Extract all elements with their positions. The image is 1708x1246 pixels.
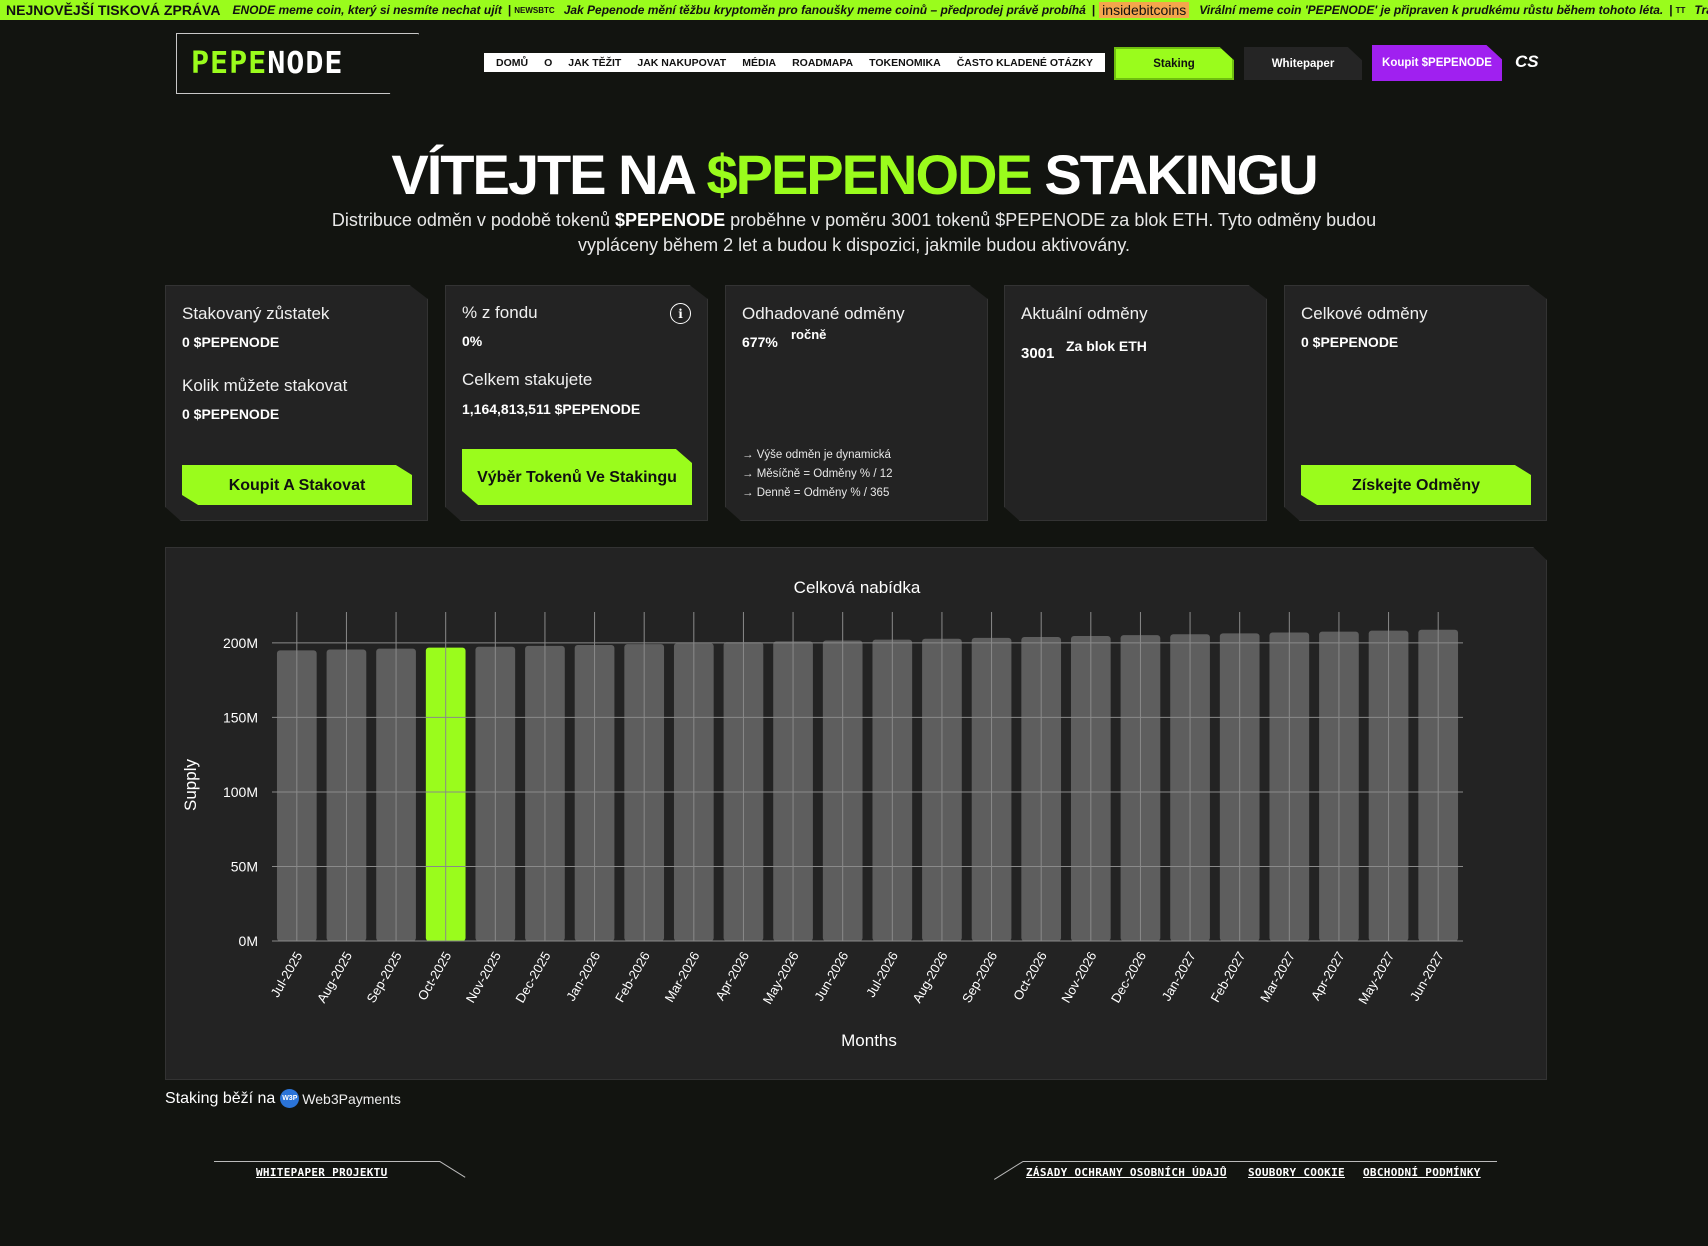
chart-x-tick: Mar-2026 — [662, 949, 703, 1005]
current-rewards-label: Aktuální odměny — [1021, 304, 1148, 323]
footer-cookies-link[interactable]: SOUBORY COOKIE — [1248, 1166, 1345, 1179]
total-staked-label: Celkem stakujete — [462, 370, 593, 389]
chart-x-tick: Dec-2026 — [1108, 949, 1149, 1005]
powered-by: Staking běží na W3P Web3Payments — [165, 1089, 401, 1108]
chart-title: Celková nabídka — [794, 578, 921, 597]
total-rewards-label: Celkové odměny — [1301, 304, 1428, 323]
rewards-notes: → Výše odměn je dynamická → Měsíčně = Od… — [742, 449, 893, 499]
chart-y-tick: 0M — [239, 933, 258, 949]
chart-y-tick: 150M — [223, 709, 258, 725]
main-nav: DOMŮ O JAK TĚŽIT JAK NAKUPOVAT MÉDIA ROA… — [484, 53, 1106, 72]
buy-pepenode-button[interactable]: Koupit $PEPENODE — [1372, 45, 1502, 81]
insidebitcoins-logo: insidebitcoins — [1099, 2, 1190, 18]
hero-description: Distribuce odměn v podobě tokenů $PEPENO… — [331, 210, 1377, 255]
chart-x-tick: Jan-2027 — [1159, 949, 1199, 1003]
chart-y-axis-label: Supply — [181, 759, 200, 811]
chart-x-tick: Jan-2026 — [563, 949, 603, 1003]
language-selector[interactable]: CS — [1515, 52, 1539, 71]
estimated-rewards-label: Odhadované odměny — [742, 304, 905, 323]
ticker-item[interactable]: Tra — [1694, 3, 1708, 17]
footer-divider — [439, 1161, 466, 1178]
chart-x-tick: May-2026 — [760, 949, 802, 1007]
staked-balance-value: 0 $PEPENODE — [182, 334, 280, 350]
nav-o[interactable]: O — [544, 56, 553, 69]
chart-x-tick: Nov-2026 — [1058, 949, 1099, 1005]
pool-share-label: % z fondu — [462, 303, 538, 322]
chart-x-tick: Jun-2027 — [1407, 949, 1447, 1003]
web3payments-icon: W3P — [280, 1089, 300, 1108]
nav-domu[interactable]: DOMŮ — [496, 56, 529, 69]
staked-balance-label: Stakovaný zůstatek — [182, 304, 330, 323]
staked-balance-card: Stakovaný zůstatek 0 $PEPENODE Kolik můž… — [165, 285, 428, 521]
estimated-rewards-card: Odhadované odměny 677% ročně → Výše odmě… — [725, 285, 988, 521]
ticker-item[interactable]: Virální meme coin 'PEPENODE' je připrave… — [1199, 3, 1664, 17]
ticker-lead: NEJNOVĚJŠÍ TISKOVÁ ZPRÁVA — [6, 2, 221, 18]
chart-x-tick: May-2027 — [1355, 949, 1397, 1007]
page-title: VÍTEJTE NA $PEPENODE STAKINGU — [391, 143, 1318, 206]
footer-terms-link[interactable]: OBCHODNÍ PODMÍNKY — [1363, 1166, 1481, 1179]
supply-chart-panel: Celková nabídka Supply Months 0M 50M 100M 1… — [165, 547, 1547, 1080]
chart-x-tick: Sep-2025 — [363, 949, 404, 1005]
footer-privacy-link[interactable]: ZÁSADY OCHRANY OSOBNÍCH ÚDAJŮ — [1026, 1166, 1227, 1179]
chart-x-tick: Aug-2025 — [314, 949, 355, 1005]
estimated-rewards-period: ročně — [791, 327, 827, 342]
nav-faq[interactable]: ČASTO KLADENÉ OTÁZKY — [956, 56, 1094, 69]
chart-x-tick: Nov-2025 — [463, 949, 504, 1005]
whitepaper-button[interactable]: Whitepaper — [1244, 47, 1362, 80]
newsbtc-logo: NEWSBTC — [514, 5, 555, 15]
nav-tokenomika[interactable]: TOKENOMIKA — [869, 56, 941, 69]
chart-x-tick: Jun-2026 — [811, 949, 851, 1003]
chart-x-tick: Apr-2027 — [1308, 949, 1348, 1003]
footer-divider — [994, 1160, 1024, 1180]
chart-x-tick: Mar-2027 — [1257, 949, 1298, 1005]
chart-x-tick: Aug-2026 — [909, 949, 950, 1005]
chart-x-tick: Feb-2027 — [1207, 949, 1248, 1005]
ticker-item[interactable]: ENODE meme coin, který si nesmíte nechat… — [232, 3, 502, 17]
current-rewards-value: 3001 — [1021, 345, 1055, 362]
chart-x-tick: Dec-2025 — [512, 949, 553, 1005]
footer-divider — [1023, 1161, 1497, 1162]
total-rewards-card: Celkové odměny 0 $PEPENODE Získejte Odmě… — [1284, 285, 1547, 521]
current-rewards-unit: Za blok ETH — [1066, 338, 1147, 354]
total-rewards-value: 0 $PEPENODE — [1301, 334, 1399, 350]
ticker-item[interactable]: Jak Pepenode mění těžbu kryptoměn pro fa… — [563, 3, 1086, 17]
chart-x-tick: Feb-2026 — [612, 949, 653, 1005]
info-icon[interactable]: i — [670, 303, 691, 324]
footer-whitepaper-link[interactable]: WHITEPAPER PROJEKTU — [256, 1166, 388, 1179]
tt-logo: TT — [1675, 5, 1686, 15]
estimated-rewards-value: 677% — [742, 334, 778, 350]
supply-chart: Celková nabídka Supply Months 0M 50M 100M 1… — [181, 578, 1463, 1050]
nav-media[interactable]: MÉDIA — [742, 56, 777, 69]
nav-jak-nakupovat[interactable]: JAK NAKUPOVAT — [637, 56, 727, 69]
news-ticker: NEJNOVĚJŠÍ TISKOVÁ ZPRÁVA ENODE meme coi… — [0, 0, 1708, 20]
current-rewards-card: Aktuální odměny 3001 Za blok ETH — [1004, 285, 1267, 521]
chart-x-tick: Apr-2026 — [712, 949, 752, 1003]
nav-jak-tezit[interactable]: JAK TĚŽIT — [568, 56, 622, 69]
chart-y-tick: 100M — [223, 784, 258, 800]
staking-button[interactable]: Staking — [1114, 47, 1234, 80]
pool-share-card: % z fondu i 0% Celkem stakujete 1,164,81… — [445, 285, 708, 521]
chart-x-tick: Jul-2025 — [267, 949, 305, 1000]
claim-rewards-button[interactable]: Získejte Odměny — [1301, 465, 1531, 505]
chart-y-tick: 50M — [231, 858, 258, 874]
chart-y-tick: 200M — [223, 635, 258, 651]
chart-x-tick: Jul-2026 — [863, 949, 901, 1000]
chart-x-tick: Oct-2025 — [415, 949, 455, 1003]
stakable-label: Kolik můžete stakovat — [182, 376, 348, 395]
buy-and-stake-button[interactable]: Koupit A Stakovat — [182, 465, 412, 505]
stakable-value: 0 $PEPENODE — [182, 406, 280, 422]
pool-share-value: 0% — [462, 333, 483, 349]
chart-x-tick: Sep-2026 — [959, 949, 1000, 1005]
footer-divider — [214, 1161, 440, 1162]
chart-x-axis-label: Months — [841, 1031, 897, 1050]
total-staked-value: 1,164,813,511 $PEPENODE — [462, 401, 641, 417]
nav-roadmapa[interactable]: ROADMAPA — [792, 56, 854, 69]
powered-by-text: Staking běží na — [165, 1089, 276, 1107]
pepenode-logo[interactable]: PEPE NODE — [176, 33, 419, 94]
withdraw-staked-button[interactable]: Výběr Tokenů Ve Stakingu — [462, 449, 692, 505]
web3payments-brand[interactable]: Web3Payments — [302, 1090, 401, 1107]
chart-x-tick: Oct-2026 — [1010, 949, 1050, 1003]
